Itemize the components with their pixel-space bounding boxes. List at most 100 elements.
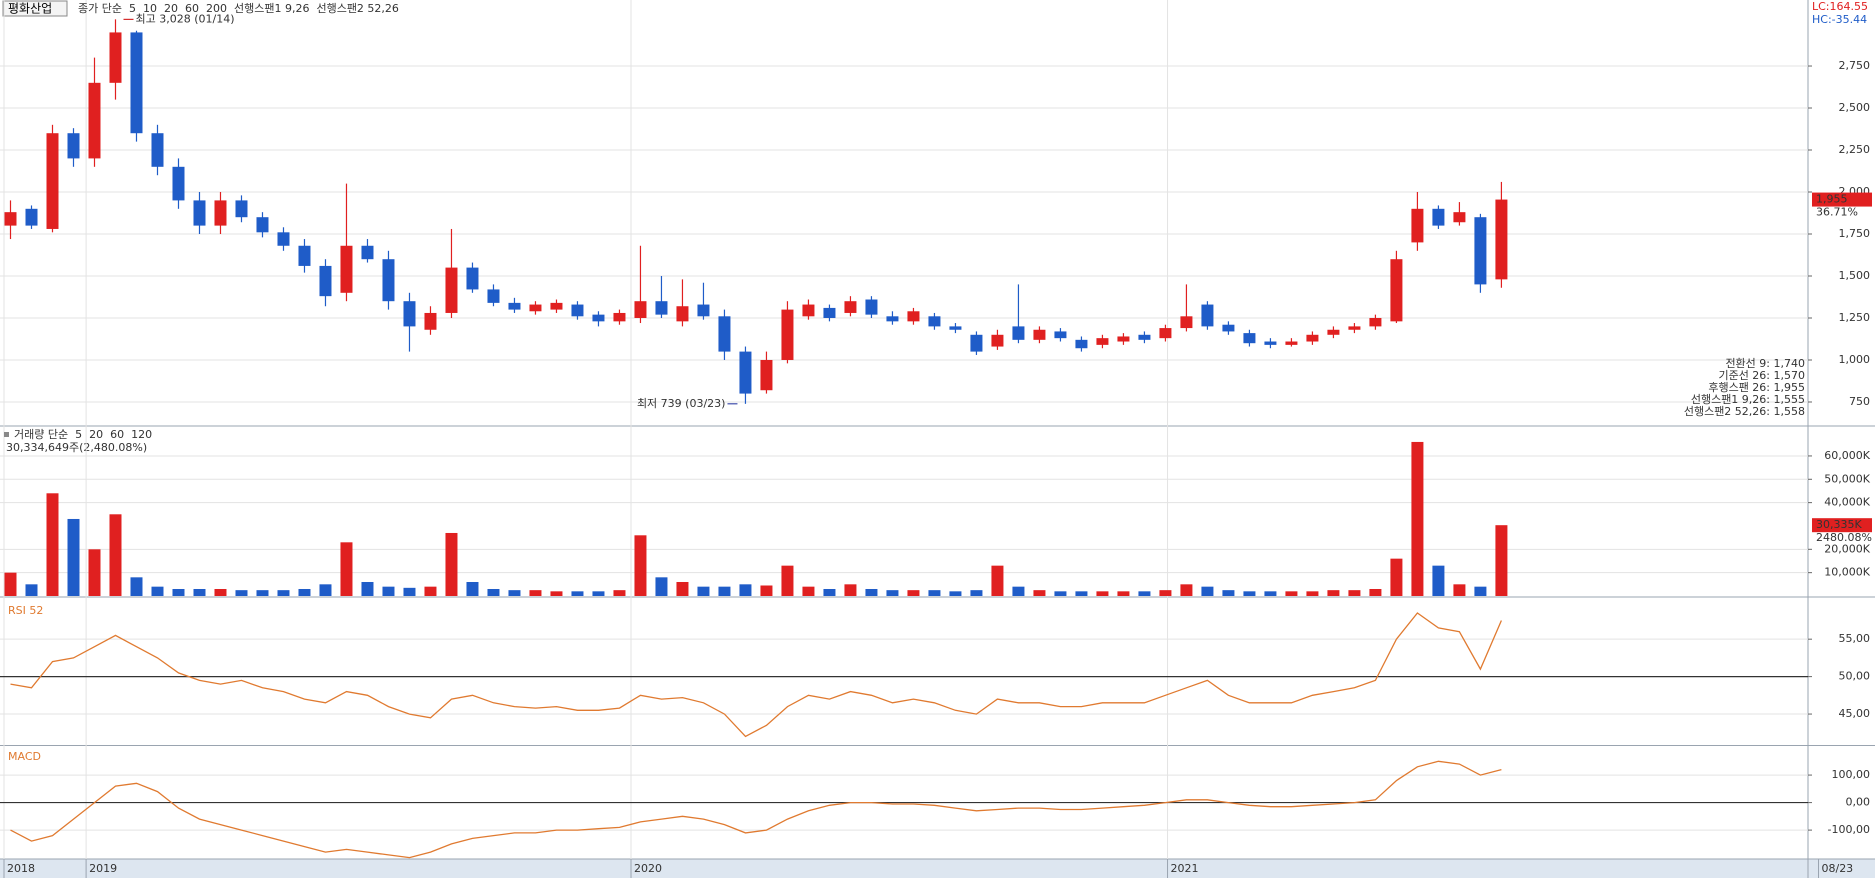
macd-title: MACD — [8, 750, 41, 763]
volume-bar — [802, 586, 815, 596]
candle-body — [88, 82, 101, 159]
indicator-info: 후행스팬 26: 1,955 — [1708, 381, 1805, 394]
legend-entry: 10 — [143, 2, 157, 15]
volume-bar — [991, 565, 1004, 596]
candle-body — [1306, 334, 1319, 342]
indicator-info: 전환선 9: 1,740 — [1725, 357, 1805, 370]
volume-bar — [109, 514, 122, 596]
volume-bar — [4, 572, 17, 596]
y-tick-label: 50,00 — [1839, 670, 1871, 683]
candle-body — [172, 166, 185, 201]
volume-bar — [1159, 590, 1172, 596]
candle-body — [634, 301, 647, 318]
volume-bar — [88, 549, 101, 596]
annotation: 최고 3,028 (01/14) — [135, 12, 234, 25]
x-tick-label: 2020 — [634, 862, 662, 875]
volume-bar — [1222, 590, 1235, 596]
volume-change-label: 2480.08% — [1816, 531, 1872, 544]
candle-body — [1180, 316, 1193, 329]
volume-bar — [1369, 588, 1382, 596]
candle-body — [340, 245, 353, 293]
candle-body — [1453, 212, 1466, 223]
candle-body — [1075, 339, 1088, 349]
volume-bar — [1306, 591, 1319, 596]
candle-body — [1369, 317, 1382, 327]
candle-body — [1390, 259, 1403, 322]
volume-bar — [1033, 590, 1046, 596]
volume-bar — [1012, 586, 1025, 596]
volume-bar — [760, 585, 773, 596]
candle-body — [4, 212, 17, 226]
candle-body — [823, 307, 836, 318]
indicator-info: 기준선 26: 1,570 — [1718, 369, 1805, 382]
volume-bar — [382, 586, 395, 596]
x-tick-label: 08/23 — [1821, 862, 1853, 875]
volume-bar — [844, 584, 857, 596]
candle-body — [1432, 208, 1445, 226]
x-tick-label: 2018 — [7, 862, 35, 875]
y-tick-label: 750 — [1849, 395, 1870, 408]
y-tick-label: -100,00 — [1828, 823, 1870, 836]
candle-body — [1138, 334, 1151, 340]
candle-body — [949, 326, 962, 330]
rsi-title: RSI 52 — [8, 604, 43, 617]
legend-entry: 60 — [185, 2, 199, 15]
candle-body — [1222, 324, 1235, 332]
legend-entry: 거래량 단순 — [14, 428, 68, 441]
candle-body — [907, 311, 920, 322]
y-tick-label: 100,00 — [1832, 768, 1871, 781]
volume-bar — [949, 591, 962, 596]
hc-label: HC:-35.44 — [1812, 13, 1867, 26]
candle-body — [1285, 341, 1298, 345]
x-axis-bar — [0, 859, 1875, 878]
volume-bar — [907, 590, 920, 596]
candle-body — [802, 304, 815, 317]
stock-box[interactable] — [2, 0, 68, 17]
legend-entry: 5 — [75, 428, 82, 441]
candle-body — [403, 301, 416, 327]
legend-entry: 종가 단순 — [78, 2, 122, 15]
volume-bar — [298, 588, 311, 596]
volume-bar — [1411, 441, 1424, 596]
candle-body — [277, 232, 290, 246]
candle-body — [970, 334, 983, 352]
candle-body — [361, 245, 374, 260]
price-tag-label: 1,955 — [1816, 193, 1848, 206]
candle-body — [718, 316, 731, 352]
y-tick-label: 10,000K — [1824, 566, 1870, 579]
volume-bar — [613, 590, 626, 596]
volume-bar — [592, 591, 605, 596]
candle-body — [1264, 341, 1277, 345]
indicator-line — [10, 760, 1502, 859]
volume-bar — [424, 586, 437, 596]
candle-body — [298, 245, 311, 266]
volume-bar — [1096, 591, 1109, 596]
candle-body — [1411, 208, 1424, 243]
y-tick-label: 0,00 — [1846, 796, 1871, 809]
volume-bar — [508, 590, 521, 596]
volume-tag-label: 30,335K — [1816, 518, 1862, 531]
x-tick-label: 2019 — [89, 862, 117, 875]
candle-body — [592, 314, 605, 322]
volume-subtitle: 30,334,649주(2,480.08%) — [6, 441, 147, 454]
candle-body — [613, 312, 626, 322]
y-tick-label: 50,000K — [1824, 472, 1870, 485]
volume-bar — [529, 590, 542, 596]
legend-icon — [4, 432, 9, 437]
volume-bar — [1453, 584, 1466, 596]
volume-bar — [1201, 586, 1214, 596]
candle-body — [1033, 329, 1046, 340]
volume-bar — [235, 590, 248, 596]
stock-name[interactable]: 평화산업 — [8, 2, 52, 16]
candle-body — [193, 200, 206, 226]
volume-bar — [487, 588, 500, 596]
candle-body — [1327, 329, 1340, 335]
volume-bar — [172, 588, 185, 596]
volume-bar — [781, 565, 794, 596]
volume-bar — [1054, 591, 1067, 596]
volume-bar — [1075, 591, 1088, 596]
volume-tag — [1812, 518, 1872, 533]
volume-bar — [1495, 525, 1508, 596]
candle-body — [1159, 328, 1172, 339]
y-tick-label: 2,750 — [1839, 59, 1871, 72]
